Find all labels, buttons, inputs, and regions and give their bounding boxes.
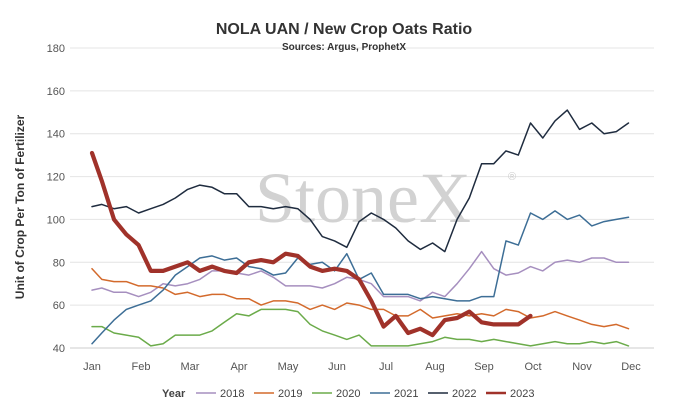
legend-label-2023: 2023 — [510, 388, 534, 400]
y-tick-label: 120 — [47, 172, 65, 184]
y-axis-label: Unit of Crop Per Ton of Fertilizer — [13, 114, 27, 299]
legend-title: Year — [162, 388, 186, 400]
y-tick-label: 80 — [53, 257, 65, 269]
x-tick-label: May — [278, 361, 299, 373]
chart-title: NOLA UAN / New Crop Oats Ratio — [216, 21, 473, 38]
x-tick-label: Sep — [474, 361, 494, 373]
x-tick-label: Aug — [425, 361, 445, 373]
x-tick-label: Mar — [181, 361, 200, 373]
watermark-registered-mark: ® — [508, 171, 516, 183]
y-tick-label: 40 — [53, 343, 65, 355]
grid — [70, 47, 654, 349]
watermark: StoneX — [255, 158, 471, 238]
x-tick-label: Feb — [132, 361, 151, 373]
x-tick-label: Nov — [572, 361, 592, 373]
legend-label-2018: 2018 — [220, 388, 244, 400]
x-tick-label: Jan — [83, 361, 101, 373]
series-line-2022 — [91, 109, 630, 253]
y-tick-label: 100 — [47, 214, 65, 226]
series-line-2020 — [91, 308, 630, 347]
x-tick-label: Dec — [621, 361, 641, 373]
x-tick-label: Oct — [524, 361, 541, 373]
x-tick-label: Apr — [230, 361, 247, 373]
legend-label-2022: 2022 — [452, 388, 476, 400]
y-tick-label: 60 — [53, 300, 65, 312]
y-tick-label: 160 — [47, 86, 65, 98]
series-line-2023 — [89, 150, 533, 338]
legend: Year 2018 2019 2020 2021 2022 2023 — [162, 388, 534, 400]
x-tick-label: Jun — [328, 361, 346, 373]
legend-label-2020: 2020 — [336, 388, 360, 400]
series-line-2019 — [91, 267, 630, 330]
x-tick-label: Jul — [379, 361, 393, 373]
y-tick-labels: 40 60 80 100 120 140 160 180 — [47, 43, 65, 355]
legend-label-2021: 2021 — [394, 388, 418, 400]
series-lines — [89, 109, 630, 347]
y-tick-label: 180 — [47, 43, 65, 55]
x-tick-labels: Jan Feb Mar Apr May Jun Jul Aug Sep Oct Nov Dec — [83, 361, 641, 373]
chart-subtitle: Sources: Argus, ProphetX — [282, 42, 406, 53]
y-tick-label: 140 — [47, 129, 65, 141]
legend-label-2019: 2019 — [278, 388, 302, 400]
